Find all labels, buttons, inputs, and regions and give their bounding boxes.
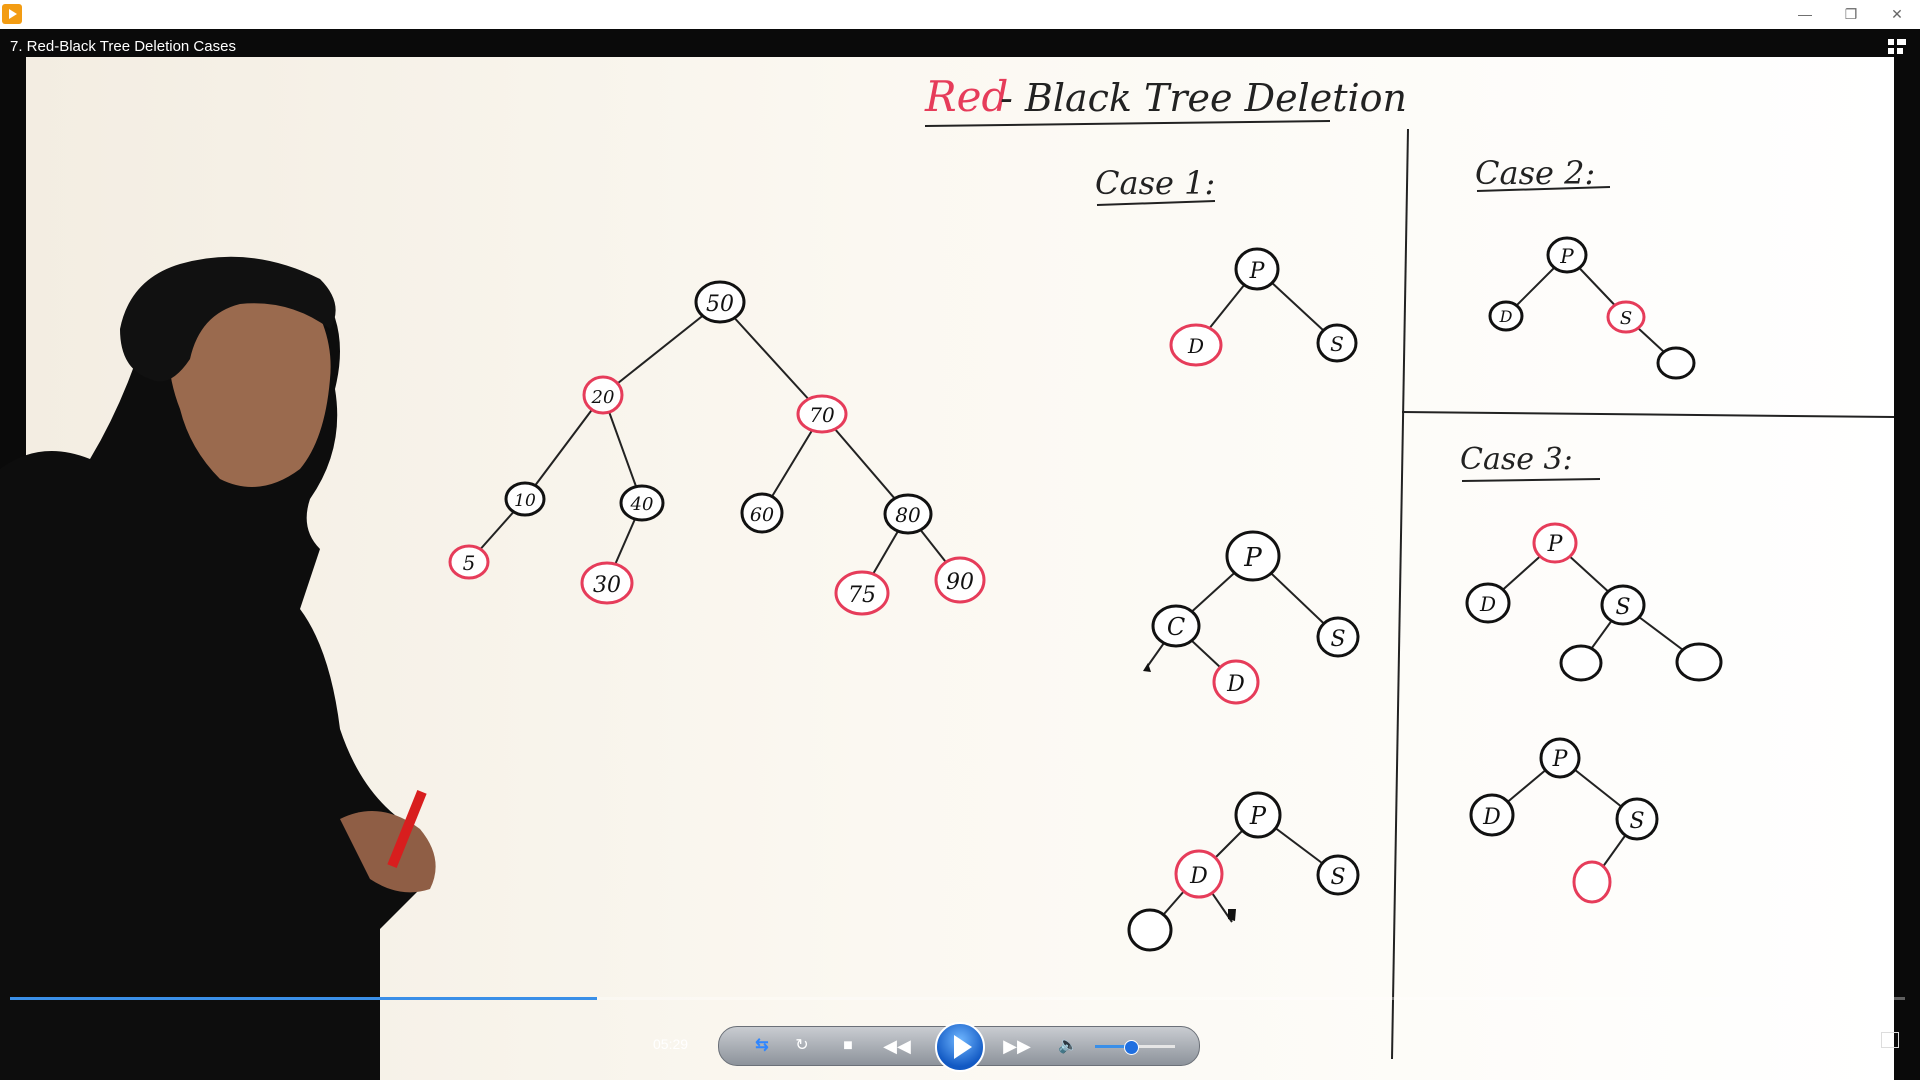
svg-text:S: S: [1629, 809, 1644, 834]
case3a-node-s: S: [1600, 584, 1646, 626]
player-controls: 05:29 ⇆ ↻ ■ ◀◀ ▶▶ 🔈: [0, 1014, 1920, 1080]
fast-forward-icon[interactable]: ▶▶: [1003, 1036, 1031, 1056]
volume-knob[interactable]: [1124, 1040, 1139, 1055]
svg-text:D: D: [1499, 307, 1513, 326]
svg-text:D: D: [1226, 672, 1245, 697]
node-60: 60: [740, 492, 784, 534]
case1b-node-s: S: [1316, 616, 1360, 658]
case3b-node-d: D: [1469, 793, 1515, 837]
svg-text:50: 50: [706, 292, 734, 317]
volume-fill: [1095, 1045, 1131, 1048]
case1-label: Case 1:: [1095, 164, 1215, 202]
media-player-icon: [2, 4, 22, 24]
svg-text:S: S: [1330, 332, 1344, 356]
case1a-node-d: D: [1169, 323, 1223, 367]
node-40: 40: [619, 484, 665, 522]
svg-text:D: D: [1479, 592, 1496, 616]
svg-text:S: S: [1615, 595, 1630, 620]
case1c-node-d: D: [1174, 849, 1224, 899]
svg-text:P: P: [1547, 532, 1564, 557]
svg-text:S: S: [1620, 308, 1632, 329]
svg-text:C: C: [1167, 613, 1185, 641]
node-10: 10: [504, 481, 546, 517]
case2-label: Case 2:: [1475, 154, 1595, 192]
case2-empty-node: [1656, 346, 1696, 380]
close-button[interactable]: ✕: [1891, 6, 1903, 22]
case3b-empty-red: [1572, 860, 1612, 904]
volume-slider[interactable]: [1095, 1040, 1175, 1055]
svg-text:P: P: [1552, 747, 1569, 772]
svg-text:30: 30: [593, 573, 621, 598]
svg-text:5: 5: [463, 551, 476, 575]
case1b-node-c: C: [1151, 604, 1201, 648]
volume-icon[interactable]: 🔈: [1058, 1037, 1078, 1054]
fullscreen-icon[interactable]: [1881, 1032, 1899, 1048]
case2-node-d: D: [1488, 300, 1524, 332]
case3b-node-s: S: [1615, 797, 1659, 841]
play-button[interactable]: [935, 1022, 985, 1072]
whiteboard-drawing: Red - Black Tree Deletion Case 1: Case 2…: [448, 72, 1895, 1060]
case3a-node-p: P: [1532, 522, 1578, 564]
current-time: 05:29: [653, 1036, 689, 1052]
video-viewport[interactable]: Red - Black Tree Deletion Case 1: Case 2…: [0, 29, 1920, 1080]
case1a-node-p: P: [1234, 247, 1280, 291]
playlist-view-icon[interactable]: [1888, 39, 1906, 55]
case3a-node-d: D: [1465, 582, 1511, 624]
stop-icon[interactable]: ■: [843, 1037, 853, 1054]
svg-text:P: P: [1559, 244, 1574, 268]
case1c-node-s: S: [1316, 854, 1360, 896]
svg-text:D: D: [1189, 864, 1208, 889]
node-75: 75: [834, 570, 890, 616]
node-80: 80: [883, 493, 933, 535]
minimize-button[interactable]: —: [1798, 6, 1812, 22]
case2-node-s: S: [1606, 300, 1646, 334]
seek-bar-fill: [10, 997, 598, 1000]
case3a-empty-left: [1559, 644, 1603, 682]
switch-view-icon[interactable]: ⇆: [755, 1037, 769, 1054]
case3b-node-p: P: [1539, 737, 1581, 779]
svg-text:70: 70: [809, 403, 835, 427]
svg-text:60: 60: [750, 504, 774, 526]
svg-text:80: 80: [895, 503, 921, 527]
case1b-node-d: D: [1212, 659, 1260, 705]
restore-button[interactable]: ❐: [1844, 6, 1858, 22]
case1a-node-s: S: [1316, 323, 1358, 363]
case1c-empty-node: [1127, 908, 1173, 952]
heading-black: - Black Tree Deletion: [1000, 76, 1407, 120]
svg-text:90: 90: [946, 570, 974, 595]
node-20: 20: [582, 375, 624, 415]
svg-text:20: 20: [591, 387, 615, 408]
repeat-icon[interactable]: ↻: [795, 1037, 809, 1054]
window-titlebar: — ❐ ✕: [0, 0, 1920, 30]
rewind-icon[interactable]: ◀◀: [883, 1036, 911, 1056]
svg-text:P: P: [1249, 259, 1266, 284]
svg-text:D: D: [1187, 334, 1204, 358]
svg-text:S: S: [1330, 865, 1345, 890]
node-70: 70: [796, 394, 848, 434]
node-30: 30: [580, 561, 634, 605]
svg-text:40: 40: [630, 494, 654, 515]
node-90: 90: [934, 556, 986, 604]
svg-text:P: P: [1249, 802, 1267, 830]
case1b-node-p: P: [1225, 530, 1281, 582]
svg-text:10: 10: [514, 491, 536, 511]
presenter: [0, 256, 436, 1080]
case2-node-p: P: [1546, 236, 1588, 274]
node-50: 50: [694, 280, 746, 324]
case3-label: Case 3:: [1460, 442, 1573, 477]
svg-text:S: S: [1330, 627, 1345, 652]
case3a-empty-right: [1675, 642, 1723, 682]
svg-text:75: 75: [848, 583, 876, 608]
svg-text:D: D: [1482, 805, 1501, 830]
video-title: 7. Red-Black Tree Deletion Cases: [10, 38, 236, 55]
node-5: 5: [448, 544, 490, 580]
svg-text:P: P: [1243, 543, 1262, 573]
seek-bar[interactable]: [10, 997, 1905, 1000]
case1c-node-p: P: [1234, 791, 1282, 839]
heading-red: Red: [924, 72, 1008, 121]
